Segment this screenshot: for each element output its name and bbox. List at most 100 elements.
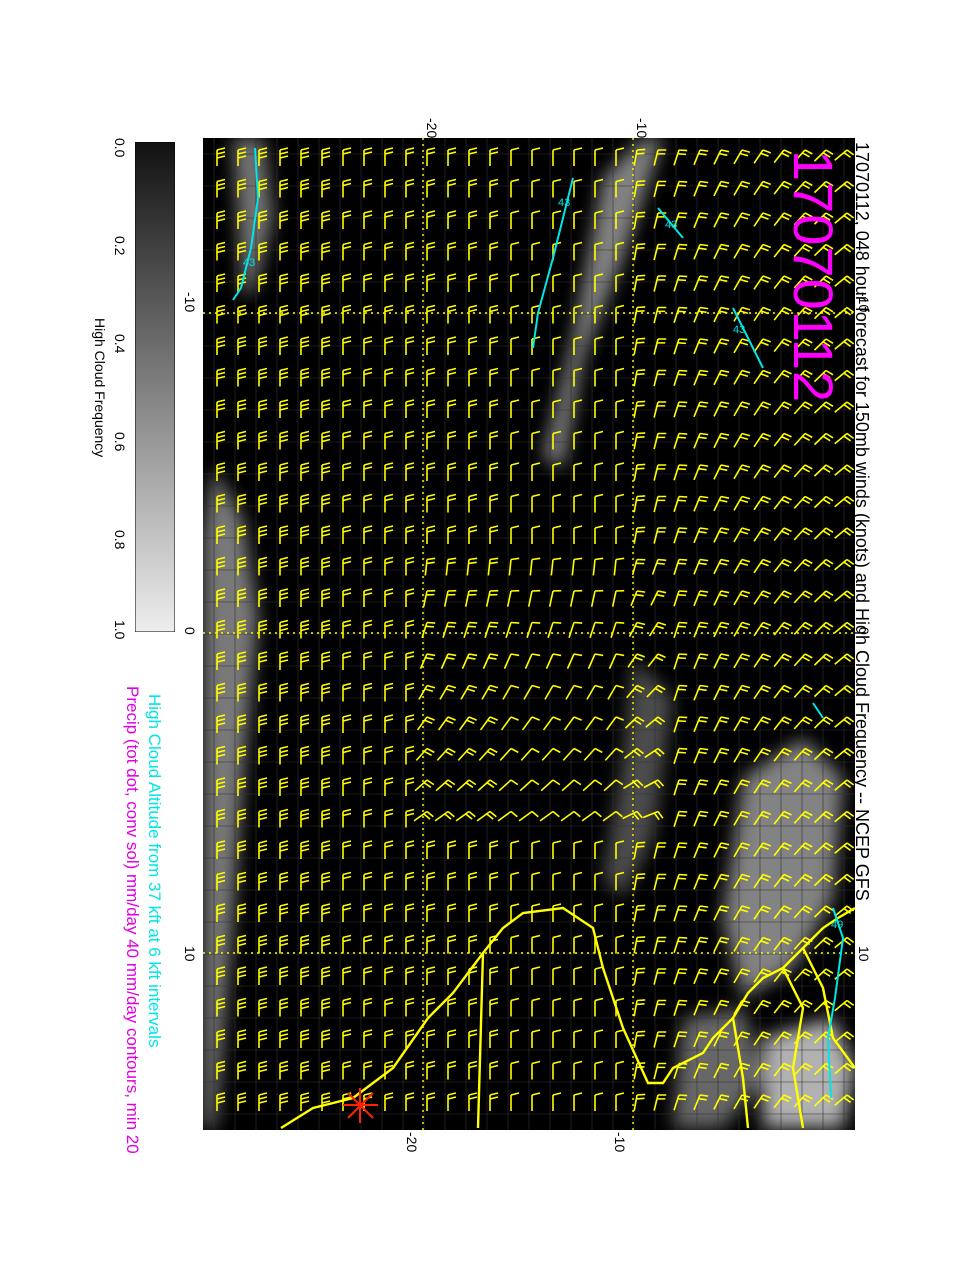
wind-barb [258,336,268,355]
wind-barb [673,936,688,953]
wind-barb [693,621,709,638]
wind-barb [834,684,855,697]
wind-barb [363,178,373,198]
wind-barb [237,1092,247,1111]
wind-barb [813,527,834,540]
wind-barb [552,462,562,481]
contour-label: 43 [243,257,255,269]
wind-barb [773,401,792,416]
wind-barb [489,178,499,198]
wind-barb [363,871,373,891]
wind-barb [524,653,541,669]
wind-barb [363,840,373,859]
wind-barb [753,936,772,952]
wind-barb [542,716,561,731]
wind-barb [753,1031,772,1046]
wind-barb [673,149,688,166]
wind-barb [753,180,772,196]
wind-barb [489,997,499,1017]
wind-barb [653,149,667,166]
wind-barb [447,525,457,544]
wind-barb [237,147,247,166]
wind-barb [426,178,436,198]
wind-barb [673,1031,688,1048]
wind-barb [519,779,540,792]
wind-barb [630,590,646,607]
wind-barb [405,399,415,418]
wind-barb [405,336,415,355]
wind-barb [258,651,268,670]
wind-barb [633,180,646,198]
wind-barb [447,934,457,954]
wind-barb [793,842,813,856]
wind-barb [550,557,562,576]
wind-barb [468,525,478,544]
wind-barb [468,462,478,481]
wind-barb [447,1029,457,1048]
wind-barb [468,178,478,198]
wind-barb [753,275,772,290]
wind-barb [321,1060,331,1080]
wind-barb [560,810,581,822]
wind-barb [834,527,855,539]
wind-barb [447,1060,457,1080]
wind-barb [633,463,646,481]
wind-barb [342,651,352,670]
wind-barb [713,590,730,606]
wind-barb [384,808,394,828]
wind-barb [590,589,604,607]
wind-barb [540,779,561,792]
wind-barb [673,432,688,449]
wind-barb [447,493,457,513]
wind-barb [342,745,352,765]
wind-barb [342,430,352,450]
wind-barb [645,716,666,728]
wind-barb [568,621,583,638]
right-lat-tick: 0 [856,627,872,635]
wind-barb [813,495,834,509]
wind-barb [633,495,646,513]
wind-barb [713,338,730,354]
wind-barb [510,934,520,954]
wind-barb [342,210,352,229]
wind-barb [673,338,688,355]
wind-barb [300,399,310,418]
wind-barb [531,367,541,387]
wind-barb [426,304,436,324]
wind-barb [363,493,373,513]
wind-barb [565,684,583,700]
wind-barb [321,493,331,513]
wind-barb [633,337,646,355]
wind-barb [622,810,643,821]
wind-barb [834,558,855,571]
wind-barb [300,619,310,639]
wind-barb [216,745,226,765]
wind-barb [342,367,352,387]
wind-barb [468,493,478,513]
wind-barb [673,716,688,733]
wind-barb [594,210,604,229]
colorbar-tick: 0.6 [112,432,128,452]
wind-barb [566,653,583,669]
wind-barb [552,1029,562,1048]
wind-barb [552,367,562,387]
wind-barb [321,241,331,261]
bottom-lon-tick: -10 [612,1132,628,1153]
wind-barb [813,212,834,225]
wind-barb [468,273,478,292]
wind-barb [626,684,645,699]
wind-barb [468,1029,478,1048]
wind-barb [237,682,247,702]
wind-barb [489,903,499,922]
wind-barb [447,903,457,922]
wind-barb [447,241,457,261]
wind-barb [457,747,477,761]
wind-barb [602,810,623,822]
wind-barb [489,493,499,513]
wind-barb [613,557,625,576]
wind-barb [541,747,561,761]
wind-barb [342,336,352,355]
wind-barb [773,432,792,447]
wind-barb [321,556,331,576]
wind-barb [300,367,310,387]
